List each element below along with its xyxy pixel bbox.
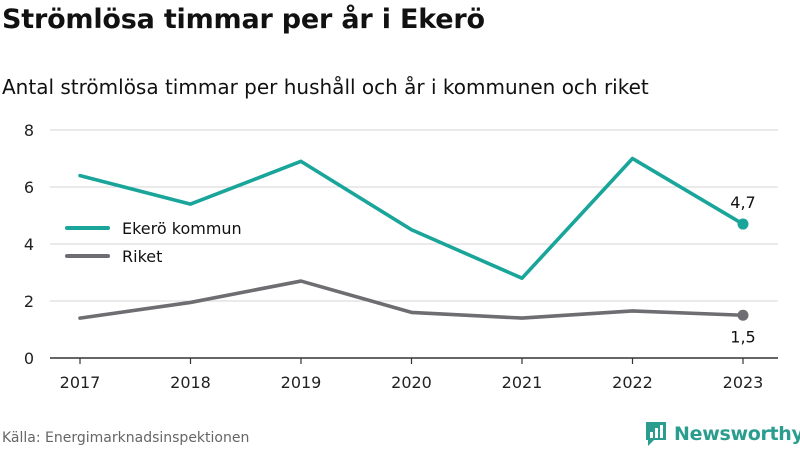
y-tick-label: 2 — [24, 292, 34, 311]
y-tick-label: 6 — [24, 178, 34, 197]
data-label-riket: 1,5 — [730, 327, 755, 346]
legend-label: Ekerö kommun — [122, 219, 242, 238]
chart-title: Strömlösa timmar per år i Ekerö — [2, 4, 485, 35]
legend-label: Riket — [122, 247, 162, 266]
brand-name: Newsworthy — [674, 423, 800, 445]
data-label-ekero: 4,7 — [730, 193, 755, 212]
series-lines — [78, 156, 749, 321]
source-note: Källa: Energimarknadsinspektionen — [2, 430, 250, 446]
y-tick-label: 0 — [24, 349, 34, 368]
brand-logo: Newsworthy — [644, 420, 800, 448]
y-axis-ticks: 0 2 4 6 8 — [24, 121, 34, 368]
x-tick-label: 2023 — [723, 373, 764, 392]
x-tick-label: 2022 — [612, 373, 653, 392]
gridlines — [50, 129, 778, 359]
y-tick-label: 4 — [24, 235, 34, 254]
line-chart: 0 2 4 6 8 2017 2018 2019 2020 2021 2022 2023 4,7 1,… — [24, 121, 778, 392]
bar-chart-speech-bubble-icon — [646, 422, 666, 446]
x-axis-ticks: 2017 2018 2019 2020 2021 2022 2023 — [60, 358, 764, 392]
x-tick-label: 2018 — [170, 373, 211, 392]
series-line-ekero — [78, 156, 745, 281]
x-tick-label: 2021 — [502, 373, 543, 392]
y-tick-label: 8 — [24, 121, 34, 140]
end-point-riket — [737, 309, 749, 321]
legend: Ekerö kommun Riket — [65, 219, 242, 266]
series-line-riket — [78, 279, 745, 320]
x-tick-label: 2017 — [60, 373, 101, 392]
x-tick-label: 2020 — [391, 373, 432, 392]
end-point-ekero — [737, 218, 749, 230]
data-labels: 4,7 1,5 — [730, 193, 755, 346]
chart-subtitle: Antal strömlösa timmar per hushåll och å… — [2, 75, 649, 99]
x-tick-label: 2019 — [281, 373, 322, 392]
